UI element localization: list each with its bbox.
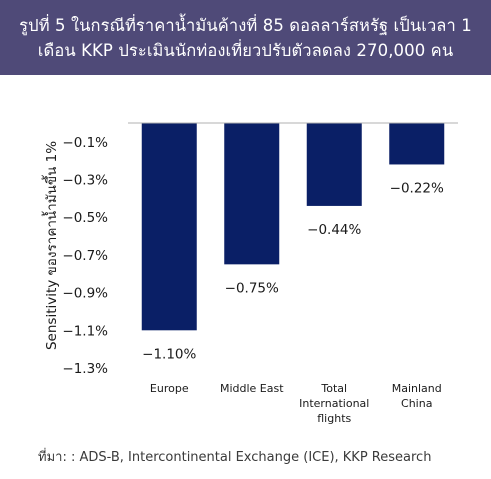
y-axis-title: Sensitivity ของราคาน้ำมันขึ้น 1% [41,141,60,350]
y-tick-label: −0.3% [62,173,108,189]
chart-title: รูปที่ 5 ในกรณีที่ราคาน้ำมันค้างที่ 85 ด… [0,0,491,75]
y-tick-label: −0.7% [62,248,108,264]
bar-chart: Sensitivity ของราคาน้ำมันขึ้น 1% −0.1% −0.… [41,122,458,425]
bar [224,123,280,265]
bar [141,123,197,331]
y-tick-label: −1.1% [62,323,108,339]
x-tick-label: Total [320,382,347,395]
bar [389,123,445,165]
data-label: −0.22% [390,180,444,196]
data-label: −1.10% [142,346,196,362]
chart-title-line-2: เดือน KKP ประเมินนักท่องเที่ยวปรับตัวลดล… [37,41,454,60]
data-label: −0.44% [307,222,361,238]
x-tick-label: Mainland [392,382,442,395]
bar [306,123,362,206]
y-tick-label: −0.5% [62,210,108,226]
y-tick-label: −0.1% [62,135,108,151]
y-tick-label: −0.9% [62,286,108,302]
x-tick-label: China [401,397,432,410]
x-tick-label: flights [317,412,351,425]
x-tick-label: Europe [150,382,189,395]
y-tick-label: −1.3% [62,361,108,377]
x-tick-label: International [299,397,369,410]
source-note: ที่มา: : ADS-B, Intercontinental Exchang… [38,450,432,465]
data-label: −0.75% [225,280,279,296]
chart-title-line-1: รูปที่ 5 ในกรณีที่ราคาน้ำมันค้างที่ 85 ด… [19,16,472,35]
x-tick-label: Middle East [220,382,284,395]
